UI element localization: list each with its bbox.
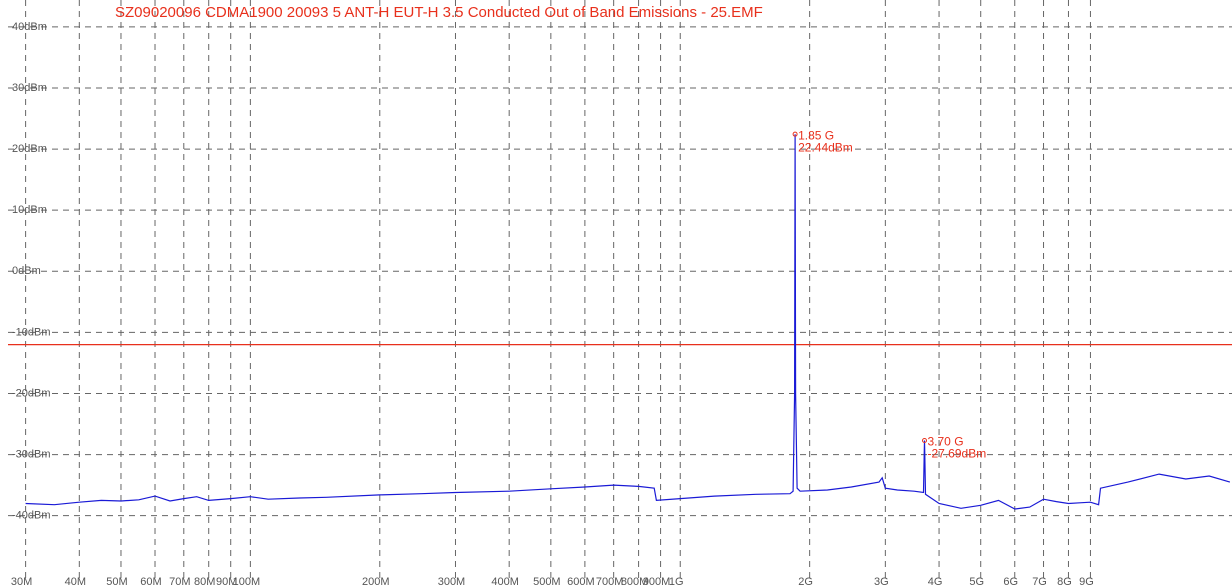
x-tick-label: 700M xyxy=(596,576,624,588)
x-tick-label: 7G xyxy=(1032,576,1047,588)
x-tick-label: 500M xyxy=(533,576,561,588)
x-tick-label: 600M xyxy=(567,576,595,588)
marker-label: -27.69dBm xyxy=(928,447,987,461)
y-tick-label: 0dBm xyxy=(12,265,41,277)
y-tick-label: 40dBm xyxy=(12,21,47,33)
trace xyxy=(25,134,1231,510)
y-tick-label: -10dBm xyxy=(12,326,51,338)
x-tick-label: 30M xyxy=(11,576,32,588)
x-tick-label: 800M xyxy=(621,576,649,588)
y-tick-label: 20dBm xyxy=(12,143,47,155)
chart-title: SZ09020096 CDMA1900 20093 5 ANT-H EUT-H … xyxy=(115,4,763,21)
y-tick-label: -40dBm xyxy=(12,510,51,522)
marker-label: 22.44dBm xyxy=(798,140,853,154)
x-tick-label: 80M xyxy=(194,576,215,588)
x-tick-label: 200M xyxy=(362,576,390,588)
x-tick-label: 50M xyxy=(106,576,127,588)
marker-label: 1.85 G xyxy=(798,128,834,142)
y-tick-label: 10dBm xyxy=(12,204,47,216)
x-tick-label: 3G xyxy=(874,576,889,588)
y-tick-label: 30dBm xyxy=(12,82,47,94)
marker-label: 3.70 G xyxy=(928,435,964,449)
x-tick-label: 5G xyxy=(969,576,984,588)
x-tick-label: 100M xyxy=(233,576,261,588)
marker xyxy=(792,131,798,137)
x-tick-label: 40M xyxy=(65,576,86,588)
x-tick-label: 6G xyxy=(1003,576,1018,588)
x-tick-label: 4G xyxy=(928,576,943,588)
x-tick-label: 8G xyxy=(1057,576,1072,588)
y-tick-label: -30dBm xyxy=(12,448,51,460)
marker xyxy=(922,437,928,443)
y-tick-label: -20dBm xyxy=(12,387,51,399)
x-tick-label: 2G xyxy=(798,576,813,588)
x-tick-label: 300M xyxy=(438,576,466,588)
x-tick-label: 1G xyxy=(669,576,684,588)
x-tick-label: 90M xyxy=(216,576,237,588)
x-tick-label: 9G xyxy=(1079,576,1094,588)
x-tick-label: 70M xyxy=(169,576,190,588)
x-tick-label: 400M xyxy=(491,576,519,588)
x-tick-label: 60M xyxy=(140,576,161,588)
x-tick-label: 900M xyxy=(643,576,671,588)
